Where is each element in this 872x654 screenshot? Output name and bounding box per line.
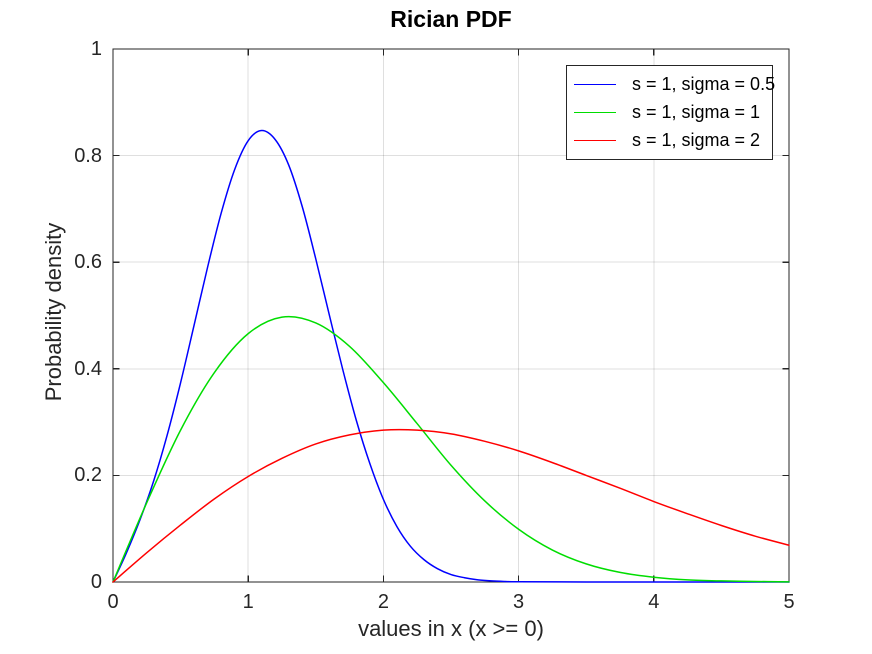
series-line-2 xyxy=(112,428,790,583)
x-tick-label: 1 xyxy=(242,591,254,613)
y-tick-label: 0.4 xyxy=(74,357,102,380)
plot-border xyxy=(112,48,790,583)
y-tick-label: 1 xyxy=(90,38,102,60)
x-tick-label: 0 xyxy=(107,591,119,613)
legend-line-sample xyxy=(574,140,616,142)
y-axis-label: Probability density xyxy=(41,222,66,402)
x-tick-label: 5 xyxy=(783,591,795,613)
legend: s = 1, sigma = 0.5 s = 1, sigma = 1 s = 1,… xyxy=(566,65,776,160)
legend-label: s = 1, sigma = 1 xyxy=(632,101,761,122)
x-axis-label: values in x (x >= 0) xyxy=(358,616,544,641)
y-tick-label: 0 xyxy=(90,571,102,593)
y-tick-label: 0.6 xyxy=(74,251,102,274)
legend-label: s = 1, sigma = 2 xyxy=(632,130,761,151)
x-tick-label: 3 xyxy=(513,591,525,613)
legend-line-sample xyxy=(574,83,616,85)
legend-label: s = 1, sigma = 0.5 xyxy=(632,73,776,94)
y-tick-label: 0.2 xyxy=(74,464,102,487)
x-tick-label: 2 xyxy=(377,591,389,613)
legend-line-sample xyxy=(574,111,616,113)
series-line-0 xyxy=(112,129,790,583)
x-tick-label: 4 xyxy=(648,591,660,613)
legend-item: s = 1, sigma = 1 xyxy=(567,98,772,126)
legend-item: s = 1, sigma = 0.5 xyxy=(567,70,776,98)
y-tick-label: 0.8 xyxy=(74,144,102,167)
series-line-1 xyxy=(112,315,790,583)
chart-title: Rician PDF xyxy=(390,6,512,32)
legend-item: s = 1, sigma = 2 xyxy=(567,127,772,155)
